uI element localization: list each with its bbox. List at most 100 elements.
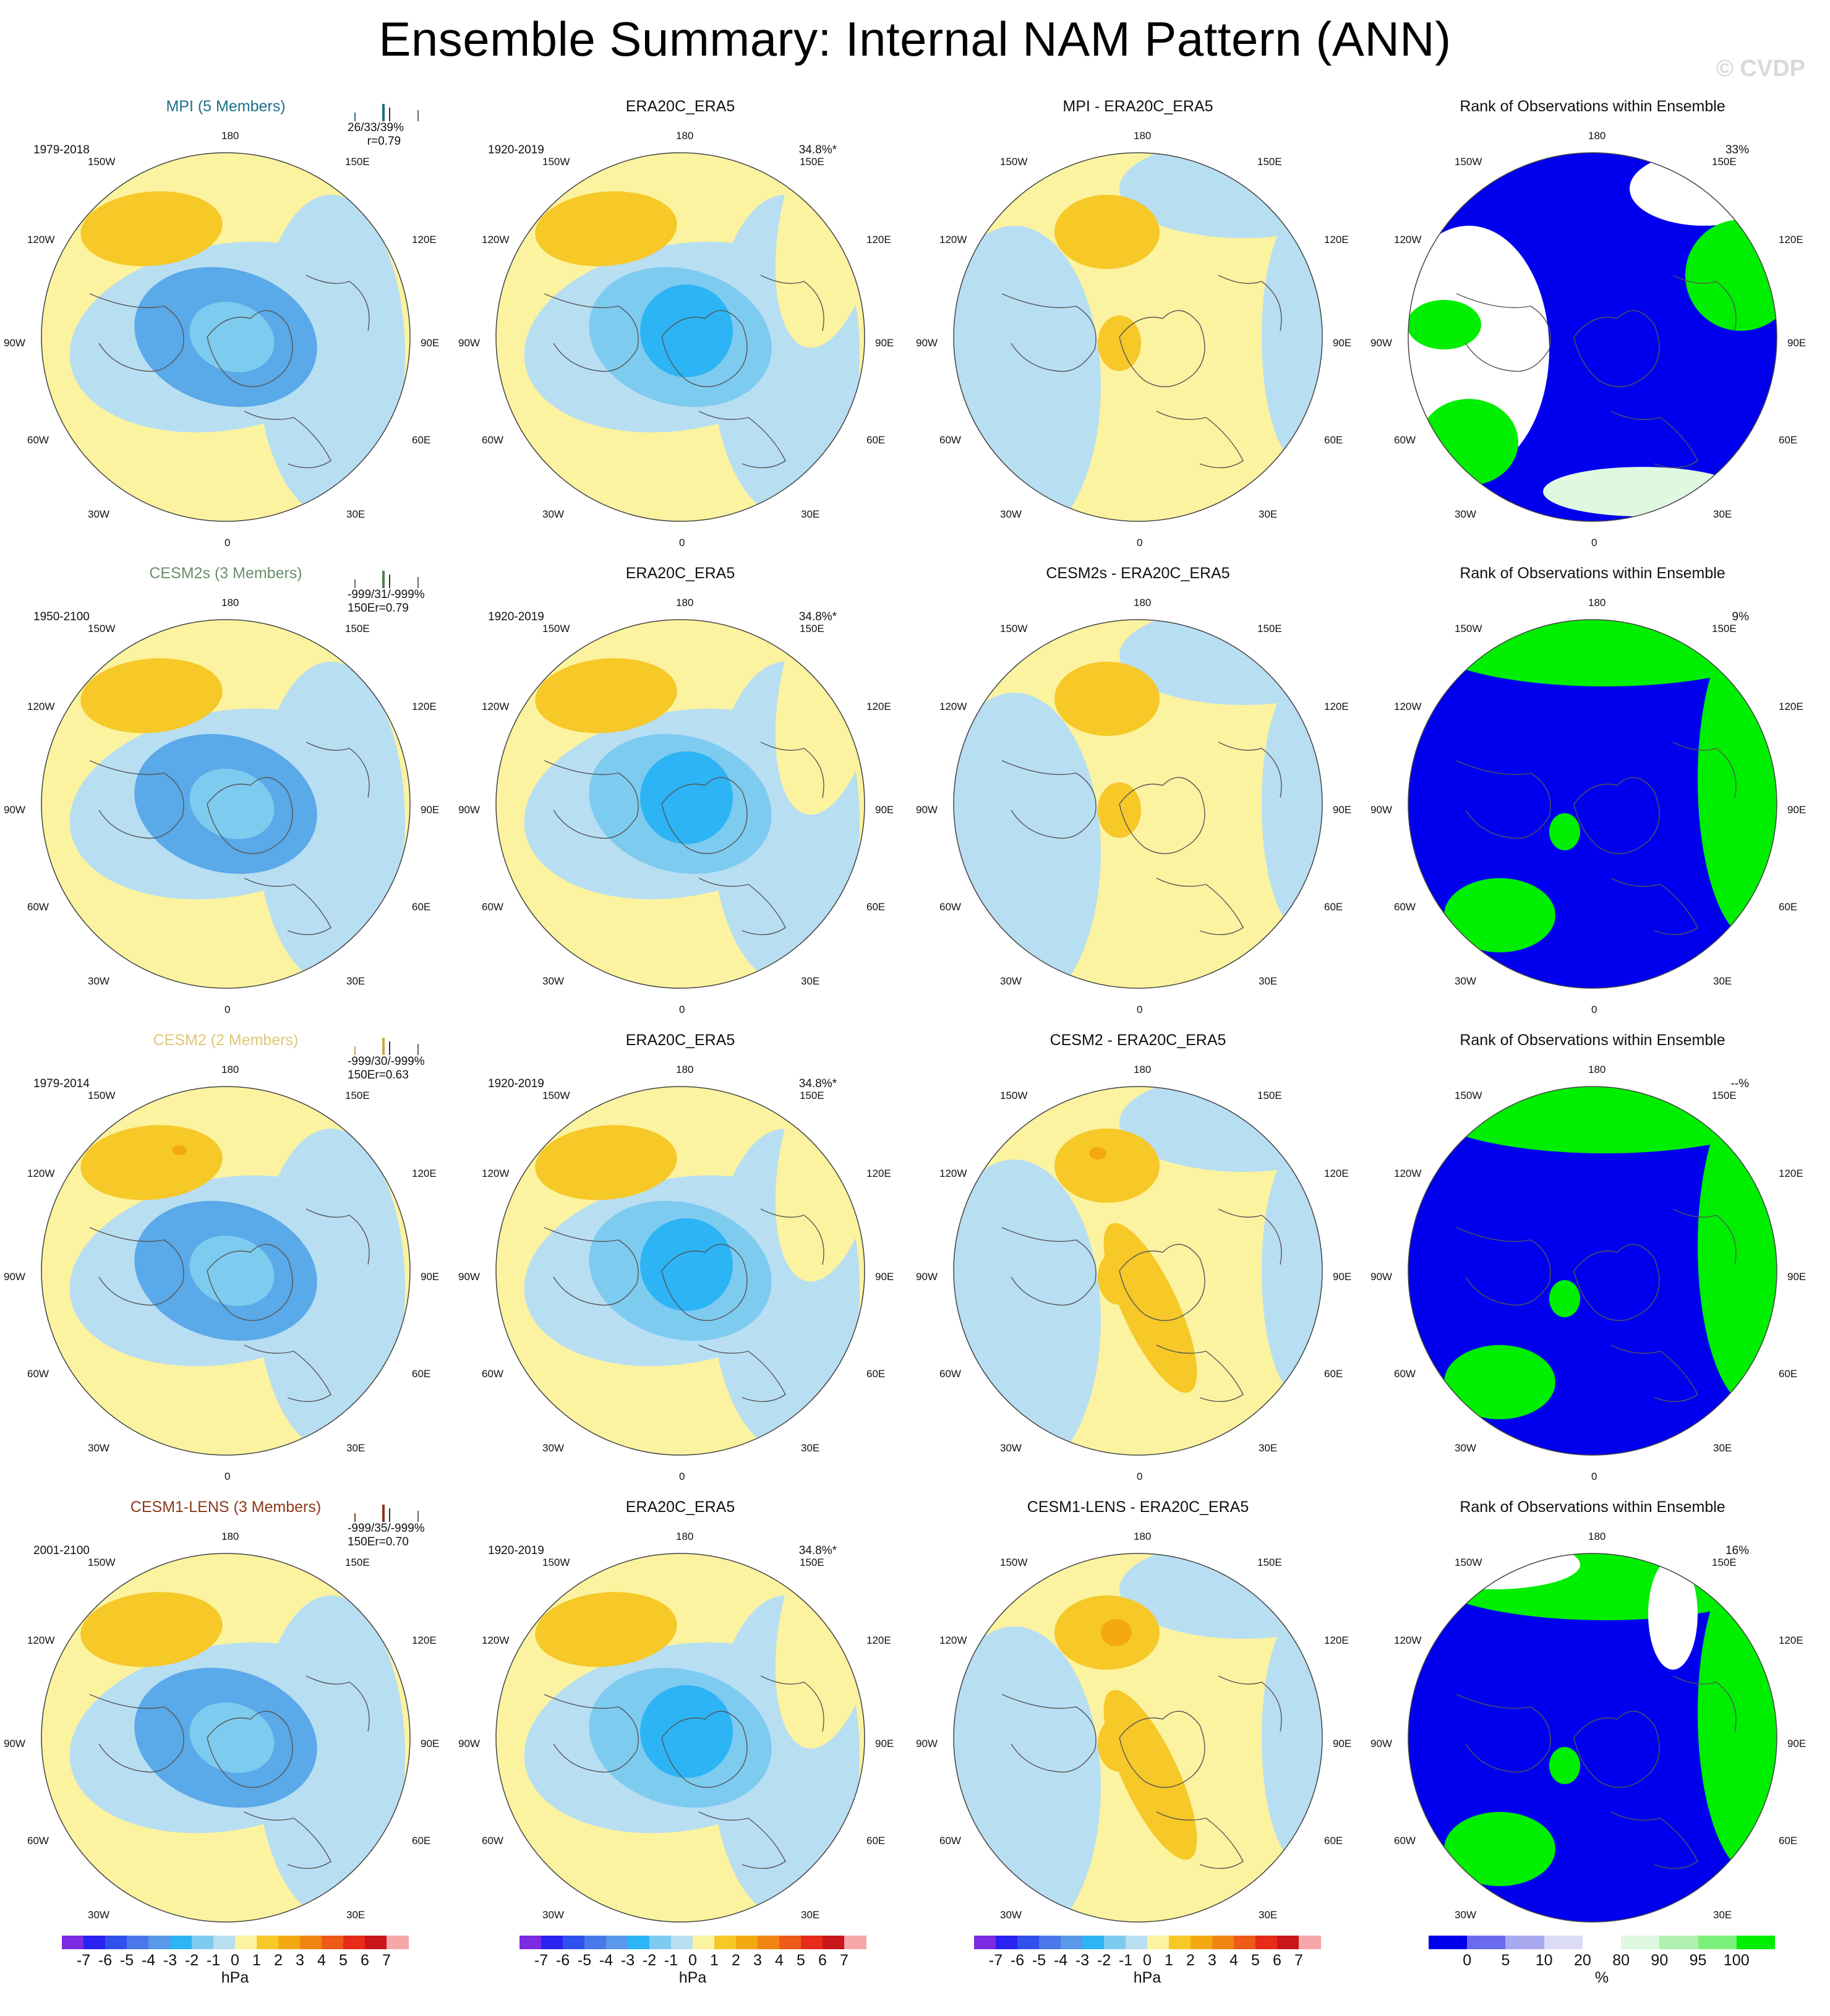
longitude-label: 90E: [421, 804, 440, 816]
polar-map: [495, 152, 865, 522]
longitude-label: 60E: [866, 1368, 886, 1380]
longitude-label: 60W: [939, 901, 961, 913]
longitude-label: 90E: [1333, 337, 1352, 349]
longitude-label: 30W: [542, 1442, 564, 1454]
longitude-label: 90E: [421, 337, 440, 349]
colorbar-tick-label: 2: [274, 1952, 283, 1969]
longitude-label: 0: [1137, 1471, 1143, 1482]
polar-map: [41, 152, 411, 522]
diff-panel: MPI - ERA20C_ERA5 180 0 150W 150E 120W 120E 90W…: [912, 93, 1364, 563]
longitude-label: 150W: [542, 156, 570, 168]
panel-title: ERA20C_ERA5: [625, 98, 735, 115]
longitude-label: 120W: [27, 1634, 55, 1646]
colorbar-tick-label: 5: [1251, 1952, 1260, 1969]
longitude-label: 30E: [801, 1442, 820, 1454]
longitude-label: 0: [224, 537, 231, 549]
colorbar-swatch: [1544, 1936, 1583, 1949]
colorbar-swatch: [300, 1936, 322, 1949]
longitude-label: 150E: [1712, 623, 1737, 634]
hpa-colorbar: -7 -6 -5 -4 -3 -2 -1 0 1 2 3 4 5 6 7 hPa: [62, 1936, 409, 1986]
longitude-label: 30E: [1713, 975, 1732, 987]
pattern-stats: -999/35/-999% 150Er=0.70: [348, 1522, 425, 1548]
longitude-label: 120W: [939, 1168, 967, 1179]
colorbar-tick-label: 1: [1165, 1952, 1173, 1969]
longitude-label: 90W: [4, 337, 25, 349]
longitude-label: 90W: [458, 1271, 480, 1283]
diff-panel: CESM2s - ERA20C_ERA5 180 0 150W 150E 120W 120E…: [912, 560, 1364, 1030]
longitude-label: 90W: [1370, 1271, 1392, 1283]
longitude-label: 180: [1134, 1064, 1152, 1075]
longitude-label: 30E: [1713, 508, 1732, 520]
longitude-label: 120E: [866, 1168, 891, 1179]
longitude-label: 150W: [1455, 1090, 1482, 1101]
longitude-label: 150E: [1712, 156, 1737, 168]
rank-panel: Rank of Observations within Ensemble 16% 1…: [1367, 1493, 1818, 1963]
colorbar-tick-label: 5: [339, 1952, 348, 1969]
rank-percentage: 33%: [1725, 143, 1749, 156]
polar-map: [953, 619, 1323, 989]
longitude-label: 30W: [1455, 508, 1476, 520]
spread-bar-glyph: [354, 104, 419, 121]
colorbar-swatch: [257, 1936, 279, 1949]
longitude-label: 30W: [1000, 1909, 1022, 1921]
longitude-label: 60W: [27, 901, 49, 913]
colorbar-tick-label: -1: [1118, 1952, 1133, 1969]
longitude-label: 180: [221, 597, 239, 609]
longitude-label: 60W: [939, 1835, 961, 1847]
colorbar-swatch: [1147, 1936, 1169, 1949]
polar-map: [41, 619, 411, 989]
panel-title: ERA20C_ERA5: [625, 1498, 735, 1516]
longitude-label: 120E: [1324, 701, 1349, 712]
longitude-label: 150E: [1712, 1090, 1737, 1101]
longitude-label: 90W: [916, 804, 938, 816]
colorbar-tick-label: 6: [1273, 1952, 1281, 1969]
colorbar-swatch: [1039, 1936, 1061, 1949]
pattern-stats: -999/30/-999% 150Er=0.63: [348, 1055, 425, 1082]
polar-map: [1408, 619, 1777, 989]
longitude-label: 60W: [1394, 434, 1416, 446]
colorbar-tick-label: -5: [577, 1952, 592, 1969]
variance-explained: 34.8%*: [798, 610, 837, 623]
variance-explained: 34.8%*: [798, 1544, 837, 1557]
panel-title: CESM2 - ERA20C_ERA5: [1050, 1031, 1226, 1049]
longitude-label: 120E: [1779, 1168, 1803, 1179]
colorbar-tick-label: -7: [988, 1952, 1003, 1969]
polar-map: [1408, 1086, 1777, 1456]
colorbar-swatch: [606, 1936, 628, 1949]
colorbar-swatch: [563, 1936, 585, 1949]
colorbar-swatch: [1104, 1936, 1126, 1949]
longitude-label: 120W: [27, 701, 55, 712]
colorbar-swatch: [649, 1936, 672, 1949]
panel-title: CESM2s (3 Members): [149, 565, 302, 582]
rank-colorbar: 0 5 10 20 80 90 95 100%: [1429, 1936, 1776, 1986]
period-label: 1950-2100: [33, 610, 90, 623]
longitude-label: 60E: [1779, 901, 1798, 913]
longitude-label: 60E: [412, 1835, 431, 1847]
longitude-label: 150W: [88, 1557, 116, 1568]
longitude-label: 120E: [1324, 234, 1349, 246]
colorbar-tick-label: 0: [1143, 1952, 1152, 1969]
polar-map: [41, 1086, 411, 1456]
obs-panel: ERA20C_ERA5 1920-2019 34.8%* 180 0 150W 150E 12…: [455, 560, 906, 1030]
longitude-label: 90E: [1787, 1271, 1806, 1283]
copyright-watermark: © CVDP: [1716, 56, 1805, 82]
longitude-label: 120W: [482, 701, 510, 712]
hpa-colorbar: -7 -6 -5 -4 -3 -2 -1 0 1 2 3 4 5 6 7 hPa: [519, 1936, 866, 1986]
colorbar-unit: hPa: [221, 1969, 249, 1986]
colorbar-tick-label: -7: [76, 1952, 91, 1969]
longitude-label: 60E: [1324, 434, 1343, 446]
colorbar-tick-label: -5: [119, 1952, 134, 1969]
colorbar-tick-label: -4: [599, 1952, 614, 1969]
colorbar-tick-label: 90: [1651, 1952, 1669, 1969]
longitude-label: 150E: [1257, 623, 1282, 634]
longitude-label: 90W: [458, 1738, 480, 1749]
longitude-label: 150W: [1455, 156, 1482, 168]
colorbar-swatch: [1212, 1936, 1234, 1949]
longitude-label: 30W: [1455, 1442, 1476, 1454]
longitude-label: 90E: [1787, 337, 1806, 349]
period-label: 1920-2019: [488, 1544, 544, 1557]
colorbar-tick-label: -6: [98, 1952, 113, 1969]
colorbar-swatch: [1467, 1936, 1506, 1949]
colorbar-tick-label: -3: [620, 1952, 635, 1969]
longitude-label: 120E: [1324, 1634, 1349, 1646]
